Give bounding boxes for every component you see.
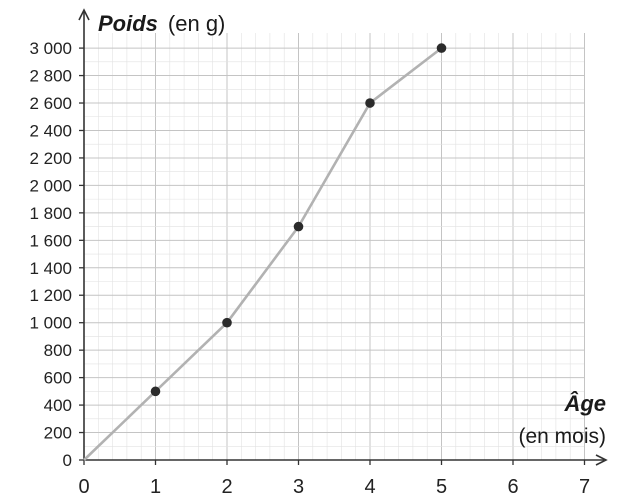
x-tick-label: 3 xyxy=(293,476,304,498)
axes xyxy=(78,8,608,466)
x-tick-label: 4 xyxy=(364,476,375,498)
y-axis-title-unit: (en g) xyxy=(168,11,225,36)
y-tick-label: 1 200 xyxy=(29,286,72,305)
y-tick-label: 200 xyxy=(44,424,72,443)
y-tick-label: 2 000 xyxy=(29,176,72,195)
x-tick-label: 5 xyxy=(436,476,447,498)
data-series xyxy=(83,43,447,461)
y-tick-label: 1 600 xyxy=(29,231,72,250)
x-tick-labels: 0 1 2 3 4 5 6 7 xyxy=(78,460,590,498)
y-tick-labels: 0 200 400 600 800 1 000 1 200 1 400 1 600 1 800 2 … xyxy=(29,39,84,470)
y-tick-label: 1 800 xyxy=(29,204,72,223)
grid xyxy=(83,33,585,461)
y-tick-label: 400 xyxy=(44,396,72,415)
y-axis-title-main: Poids xyxy=(98,11,158,36)
y-axis-title: Poids (en g) xyxy=(98,11,225,36)
x-axis-title-unit: (en mois) xyxy=(518,425,606,448)
y-tick-label: 1 000 xyxy=(29,314,72,333)
x-axis-arrow xyxy=(595,454,608,466)
x-tick-label: 0 xyxy=(78,476,89,498)
y-tick-label: 2 200 xyxy=(29,149,72,168)
y-tick-label: 800 xyxy=(44,341,72,360)
y-tick-label: 0 xyxy=(63,451,72,470)
x-tick-label: 6 xyxy=(507,476,518,498)
y-tick-label: 1 400 xyxy=(29,259,72,278)
data-point xyxy=(150,386,161,397)
y-tick-label: 3 000 xyxy=(29,39,72,58)
data-point xyxy=(293,221,304,232)
data-point xyxy=(365,98,375,108)
y-tick-label: 2 600 xyxy=(29,94,72,113)
x-tick-label: 2 xyxy=(221,476,232,498)
y-tick-label: 600 xyxy=(44,369,72,388)
data-point xyxy=(222,317,232,328)
x-tick-label: 1 xyxy=(150,476,161,498)
x-axis-title-main: Âge xyxy=(563,391,606,416)
y-axis-arrow xyxy=(78,8,90,21)
x-tick-label: 7 xyxy=(579,476,590,498)
series-line xyxy=(83,47,443,461)
data-point xyxy=(436,43,447,53)
y-tick-label: 2 800 xyxy=(29,67,72,86)
y-tick-label: 2 400 xyxy=(29,121,72,140)
